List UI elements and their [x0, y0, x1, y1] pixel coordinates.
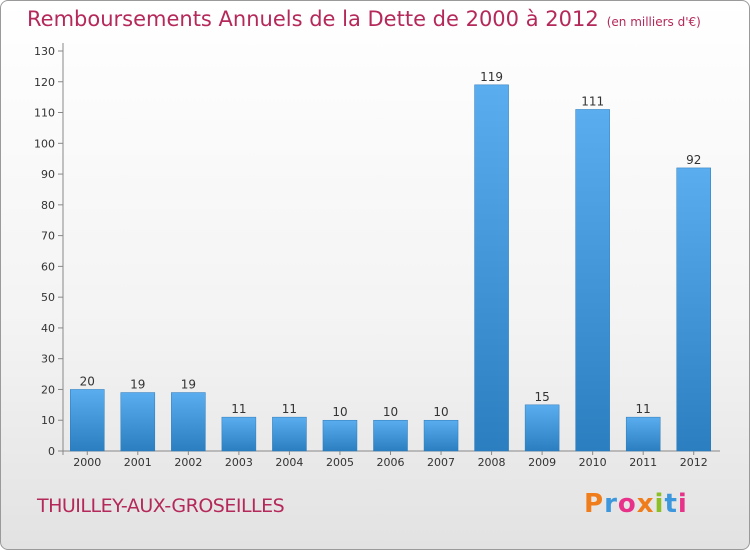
y-tick-label: 80 — [41, 199, 55, 212]
x-tick-label: 2004 — [275, 456, 303, 469]
y-tick-label: 120 — [34, 76, 55, 89]
bar-value-label: 15 — [534, 390, 549, 404]
bar-value-label: 11 — [282, 402, 297, 416]
x-tick-label: 2012 — [680, 456, 708, 469]
bar — [322, 419, 358, 452]
chart-title-text: Remboursements Annuels de la Dette de 20… — [27, 7, 599, 31]
x-tick-label: 2008 — [478, 456, 506, 469]
bar — [676, 167, 711, 452]
y-tick-label: 100 — [34, 137, 55, 150]
x-tick-label: 2011 — [629, 456, 657, 469]
x-tick-label: 2007 — [427, 456, 455, 469]
bar — [272, 416, 307, 452]
bar-value-label: 20 — [80, 374, 95, 388]
x-tick-label: 2000 — [73, 456, 101, 469]
bar-value-label: 11 — [636, 402, 651, 416]
y-tick-label: 30 — [41, 353, 55, 366]
y-tick-label: 50 — [41, 291, 55, 304]
y-tick-label: 40 — [41, 322, 55, 335]
x-tick-label: 2002 — [174, 456, 202, 469]
y-tick-label: 110 — [34, 107, 55, 120]
logo-letter: t — [664, 489, 678, 519]
bar — [423, 419, 459, 452]
x-tick-label: 2003 — [225, 456, 253, 469]
x-tick-label: 2006 — [377, 456, 405, 469]
commune-name: THUILLEY-AUX-GROSEILLES — [37, 495, 285, 517]
y-tick-label: 10 — [41, 414, 55, 427]
bar-value-label: 10 — [332, 405, 347, 419]
logo-letter: P — [584, 489, 605, 519]
bar-value-label: 10 — [433, 405, 448, 419]
proxiti-logo: Proxiti — [584, 489, 688, 519]
logo-letter: r — [604, 489, 618, 519]
y-tick-label: 60 — [41, 260, 55, 273]
logo-letter: x — [636, 489, 655, 519]
logo-letter: o — [617, 489, 637, 519]
chart-title: Remboursements Annuels de la Dette de 20… — [27, 7, 701, 31]
y-tick-label: 130 — [34, 45, 55, 58]
bar — [221, 416, 257, 452]
bar — [474, 84, 509, 452]
y-tick-label: 20 — [41, 383, 55, 396]
bar — [70, 389, 105, 452]
bar-value-label: 19 — [181, 378, 196, 392]
y-tick-label: 70 — [41, 230, 55, 243]
bar-value-label: 92 — [686, 153, 701, 167]
bar — [524, 404, 560, 452]
bar-value-label: 11 — [231, 402, 246, 416]
logo-letter: i — [677, 489, 688, 519]
bar — [171, 392, 206, 452]
bar — [120, 392, 156, 452]
x-tick-label: 2010 — [579, 456, 607, 469]
chart-subtitle: (en milliers d'€) — [606, 15, 701, 29]
y-tick-label: 0 — [48, 445, 55, 458]
bar-value-label: 119 — [480, 70, 503, 84]
bar — [373, 419, 408, 452]
bar-value-label: 111 — [581, 94, 604, 108]
x-tick-label: 2009 — [528, 456, 556, 469]
bar-value-label: 19 — [130, 378, 145, 392]
x-tick-label: 2001 — [124, 456, 152, 469]
x-tick-label: 2005 — [326, 456, 354, 469]
bar — [625, 416, 661, 452]
bar-value-label: 10 — [383, 405, 398, 419]
bar — [575, 109, 610, 452]
logo-letter: i — [654, 489, 665, 519]
y-tick-label: 90 — [41, 168, 55, 181]
